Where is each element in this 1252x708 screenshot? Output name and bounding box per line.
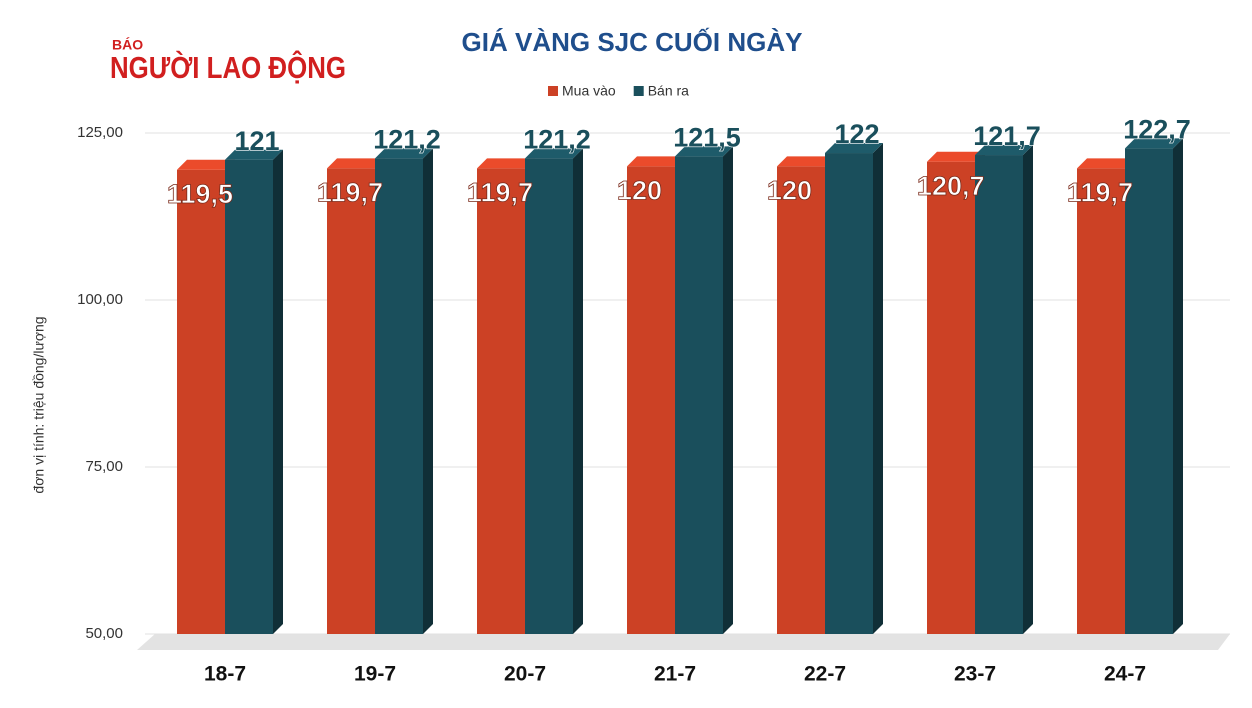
value-label: 122 [834,119,879,149]
logo-small: BÁO [112,37,143,53]
y-tick-label: 50,00 [85,625,123,642]
bar-top [1125,138,1183,149]
y-axis-label: đơn vị tính: triệu đồng/lượng [31,316,47,493]
bar-front [975,155,1023,634]
bar-front [777,166,825,634]
value-label: 122,7 [1123,114,1191,144]
value-label: 120 [617,176,662,206]
bar-front [477,168,525,635]
value-label: 121,7 [973,121,1041,151]
bar-top [675,146,733,157]
value-label: 121,5 [673,123,741,153]
bar-front [225,159,273,634]
bar-top [1077,158,1135,169]
bar-front [1077,168,1125,635]
x-tick-label: 20-7 [504,663,546,686]
bar-top [777,156,835,167]
bar-top [225,149,283,160]
bar-top [525,148,583,159]
bar [825,143,883,635]
value-label: 120,7 [917,171,985,201]
bar-front [675,156,723,634]
value-label: 119,7 [317,178,383,208]
value-label: 121 [234,126,279,156]
bar-top [375,148,433,159]
legend-label: Mua vào [562,83,616,99]
value-label: 121,2 [373,125,441,155]
value-label: 121,2 [523,125,591,155]
bar [375,148,433,634]
floor [137,634,1230,650]
y-tick-label: 100,00 [77,291,123,308]
bar-top [477,158,535,169]
x-tick-label: 24-7 [1104,663,1146,686]
bar [975,145,1033,634]
bar-front [375,158,423,634]
bar-top [825,143,883,154]
logo-name: NGƯỜI LAO ĐỘNG [110,49,346,85]
x-tick-label: 19-7 [354,663,396,686]
legend-swatch [548,86,558,96]
y-tick-label: 75,00 [85,458,123,475]
bar-side [723,146,733,634]
value-label: 120 [767,176,812,206]
bar-front [1125,148,1173,634]
value-label: 119,7 [1067,178,1133,208]
bar-top [975,145,1033,156]
y-tick-label: 125,00 [77,124,123,141]
x-tick-label: 23-7 [954,663,996,686]
bar-side [573,148,583,634]
bar-front [327,168,375,635]
legend-label: Bán ra [648,83,689,99]
bar [525,148,583,634]
bar-side [423,148,433,634]
bar-side [873,143,883,635]
bar-side [1173,138,1183,634]
bar-top [927,151,985,162]
bar-front [177,169,225,635]
x-tick-label: 21-7 [654,663,696,686]
bar-front [927,161,975,634]
value-label: 119,7 [467,178,533,208]
bar-top [327,158,385,169]
bar-front [825,153,873,635]
bar [675,146,733,634]
value-label: 119,5 [167,179,233,209]
bar-front [627,166,675,634]
x-tick-label: 18-7 [204,663,246,686]
bar-top [627,156,685,167]
chart-title: GIÁ VÀNG SJC CUỐI NGÀY [462,27,803,57]
bar-top [177,159,235,170]
bar-side [273,149,283,634]
bar [225,149,283,634]
bar [1125,138,1183,634]
legend-swatch [633,86,644,96]
bar-side [1023,145,1033,634]
bar-front [525,158,573,634]
x-tick-label: 22-7 [804,663,846,686]
